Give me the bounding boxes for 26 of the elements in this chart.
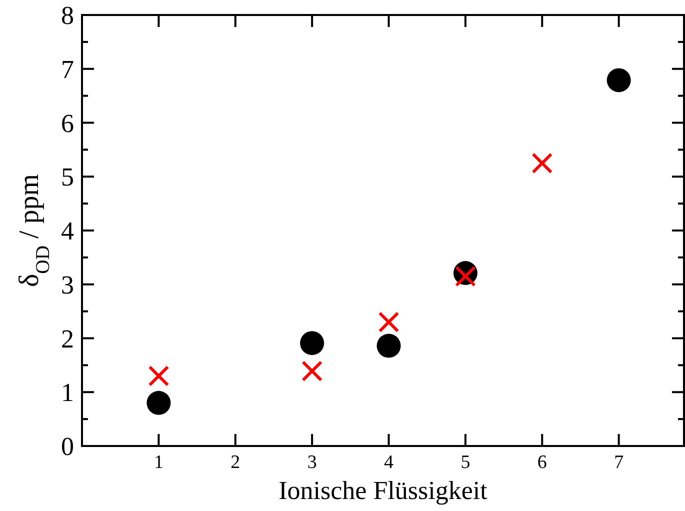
- y-tick-label: 8: [61, 1, 74, 30]
- point: [454, 266, 476, 287]
- y-tick-label: 2: [61, 324, 74, 354]
- x-axis-title: Ionische Flüssigkeit: [278, 476, 488, 505]
- x-tick-label: 4: [384, 452, 394, 473]
- point: [376, 334, 401, 358]
- x-tick-label: 3: [307, 452, 317, 473]
- y-tick-label: 3: [61, 270, 74, 300]
- point: [146, 390, 171, 415]
- y-tick-label: 5: [61, 162, 74, 192]
- point: [378, 312, 400, 333]
- point: [302, 360, 323, 382]
- x-tick-label: 7: [614, 452, 624, 473]
- x-tick-label: 5: [460, 452, 470, 473]
- y-tick-label: 1: [61, 378, 74, 408]
- point: [148, 365, 170, 386]
- x-tick-label: 1: [154, 452, 164, 473]
- y-tick-label: 0: [61, 432, 74, 462]
- point: [532, 152, 553, 174]
- x-tick-label: 6: [537, 452, 547, 473]
- y-tick-label: 7: [61, 54, 74, 84]
- point: [300, 331, 324, 356]
- x-tick-label: 2: [230, 452, 240, 473]
- point: [606, 68, 631, 92]
- y-tick-label: 4: [61, 216, 74, 246]
- y-tick-label: 6: [61, 108, 74, 138]
